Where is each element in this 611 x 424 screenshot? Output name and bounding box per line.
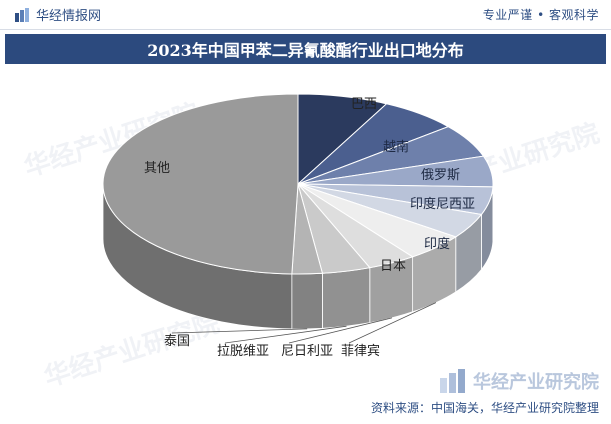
slice-label-10: 其他 [144,161,170,176]
brand-name: 华经情报网 [36,9,102,24]
slice-label-9: 泰国 [164,334,190,349]
chart-title-bar: 2023年中国甲苯二异氰酸酯行业出口地分布 [5,34,606,64]
leader-line-6 [348,302,437,344]
slice-label-1: 越南 [383,139,409,155]
slice-label-8: 拉脱维亚 [217,344,269,359]
chart-title: 2023年中国甲苯二异氰酸酯行业出口地分布 [147,41,464,60]
slice-label-4: 印度 [424,236,450,252]
leader-line-8 [224,325,347,344]
pie-side-8 [322,267,371,329]
top-bar: 华经情报网 专业严谨 • 客观科学 [0,0,611,30]
leader-line-9 [171,328,308,334]
pie-side-9 [291,272,323,330]
slice-label-2: 俄罗斯 [421,168,460,183]
slice-label-3: 印度尼西亚 [410,196,475,212]
leader-line-7 [288,317,393,344]
slice-label-5: 日本 [380,259,406,274]
brand: 华经情报网 [14,5,101,24]
slice-label-6: 菲律宾 [341,343,380,359]
corner-logo-icon [440,369,465,393]
brand-logo-icon [15,7,29,22]
source-note: 资料来源：中国海关，华经产业研究院整理 [370,401,599,415]
corner-watermark-text: 华经产业研究院 [473,372,599,393]
corner-watermark: 华经产业研究院 [439,368,599,394]
slice-label-7: 尼日利亚 [281,344,333,359]
slice-label-0: 巴西 [351,97,377,112]
pie-slice-10 [102,93,299,275]
slogan: 专业严谨 • 客观科学 [482,8,599,22]
